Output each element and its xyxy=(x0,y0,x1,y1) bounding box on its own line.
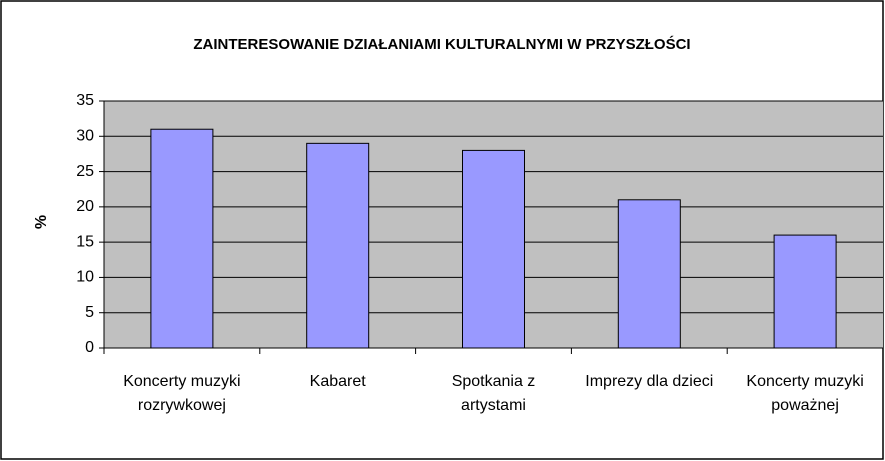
y-axis-label: % xyxy=(33,215,50,229)
x-tick-label: Kabaret xyxy=(309,373,366,390)
bar xyxy=(306,142,370,349)
bar xyxy=(617,199,681,349)
y-tick-label: 35 xyxy=(76,92,94,109)
y-tick-label: 20 xyxy=(76,198,94,215)
y-tick-label: 30 xyxy=(76,128,94,145)
y-tick-label: 10 xyxy=(76,269,94,286)
chart-title: ZAINTERESOWANIE DZIAŁANIAMI KULTURALNYMI… xyxy=(193,35,690,53)
x-tick-label: Imprezy dla dzieci xyxy=(585,373,714,390)
bar xyxy=(150,128,214,349)
y-tick-label: 0 xyxy=(85,339,94,356)
x-tick-label: Koncerty muzyki rozrywkowej xyxy=(123,373,241,414)
x-tick-label: Spotkania z artystami xyxy=(451,373,536,414)
y-tick-label: 25 xyxy=(76,163,94,180)
y-tick-label: 15 xyxy=(76,233,94,250)
bar xyxy=(773,234,837,349)
bar xyxy=(462,149,525,349)
x-tick-label: Koncerty muzyki poważnej xyxy=(746,373,864,414)
y-tick-label: 5 xyxy=(85,304,94,321)
